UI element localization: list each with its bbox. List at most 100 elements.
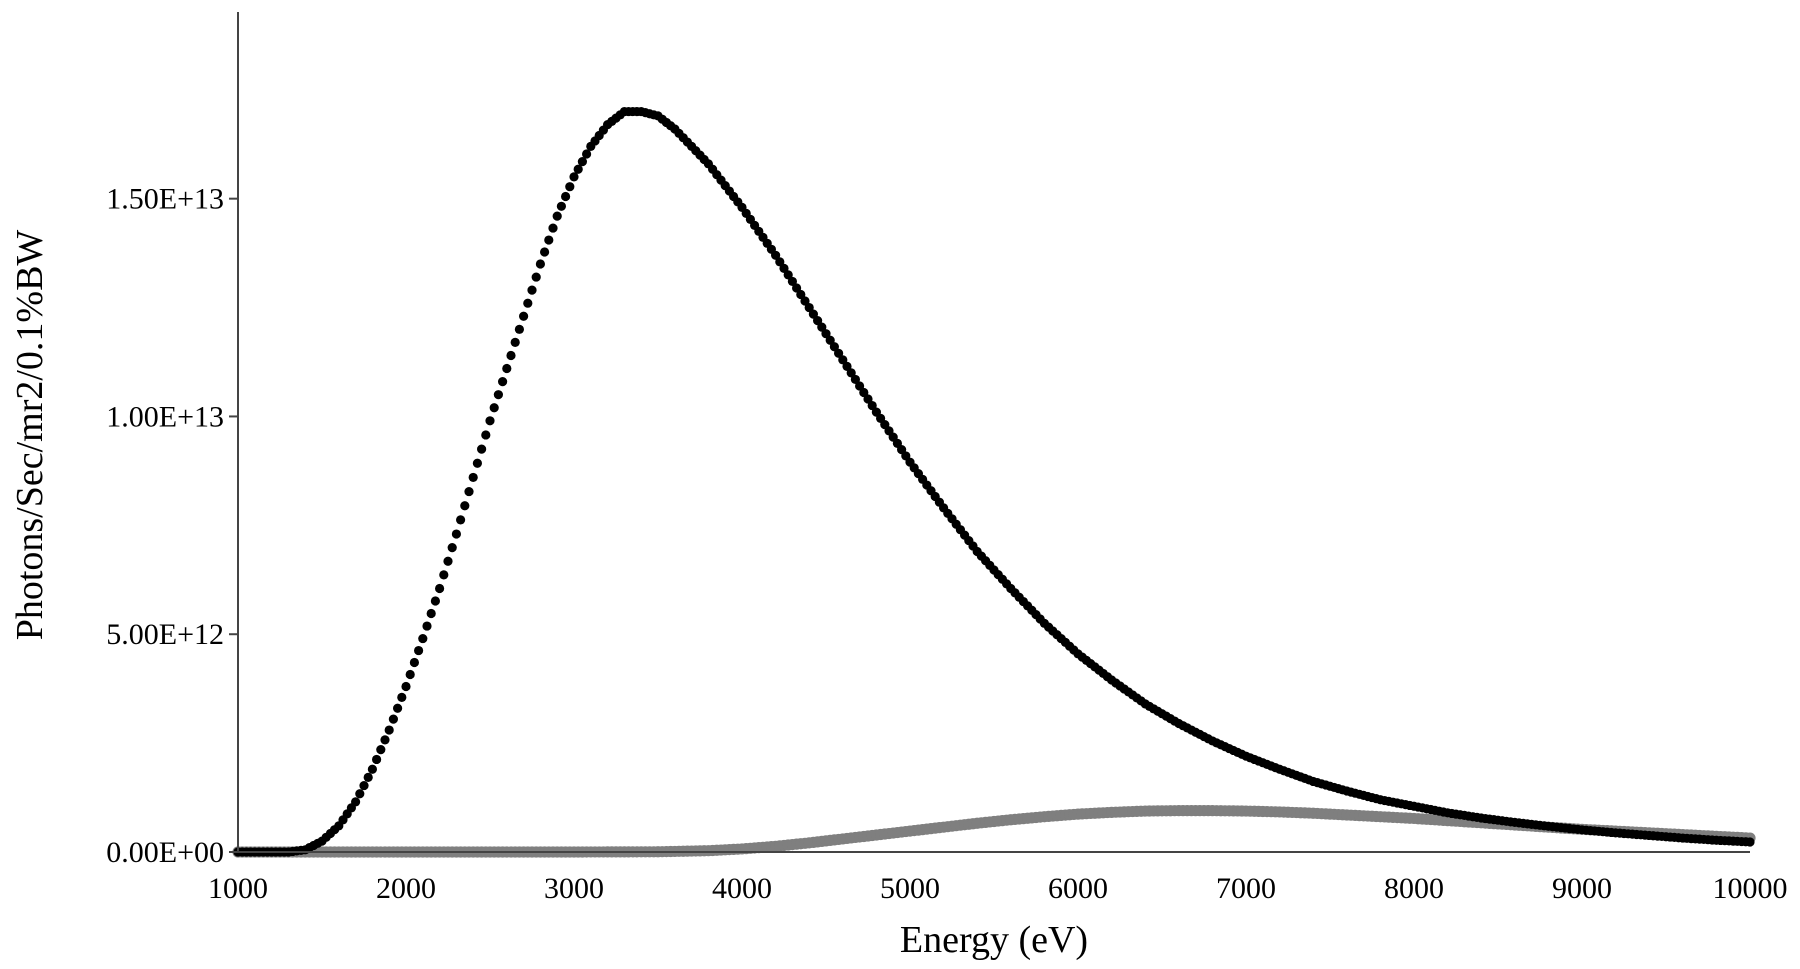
series-1-point <box>451 529 461 539</box>
y-tick-label: 0.00E+00 <box>106 836 224 869</box>
series-1-point <box>825 335 835 345</box>
y-tick-label: 5.00E+12 <box>106 618 224 651</box>
series-1-point <box>414 645 424 656</box>
x-tick-label: 9000 <box>1552 872 1612 905</box>
series-1-point <box>834 348 844 358</box>
series-1-point <box>506 350 516 361</box>
series-1-point <box>771 250 781 260</box>
series-1-point <box>842 361 852 371</box>
series-1-point <box>355 789 365 799</box>
series-1-point <box>863 394 873 404</box>
series-1-point <box>477 444 487 454</box>
series-1-point <box>552 211 562 221</box>
series-layer <box>232 106 1756 858</box>
series-1-point <box>813 316 823 326</box>
series-1-point <box>498 377 508 387</box>
x-axis-title: Energy (eV) <box>900 919 1088 961</box>
series-1-point <box>817 322 827 332</box>
series-1-point <box>510 337 520 347</box>
series-1-point <box>367 764 377 774</box>
series-1-point <box>489 403 499 413</box>
series-1-point <box>388 714 398 724</box>
series-1-point <box>565 182 575 192</box>
x-tick-label: 3000 <box>544 872 604 905</box>
series-1-point <box>544 235 554 245</box>
series-1-point <box>426 608 436 619</box>
series-1-point <box>430 596 440 606</box>
series-1-point <box>796 289 806 300</box>
x-tick-label: 6000 <box>1048 872 1108 905</box>
series-1-point <box>519 311 529 321</box>
series-1-point <box>850 374 861 385</box>
series-1-point <box>859 387 869 398</box>
series-1-point <box>418 633 428 644</box>
series-1-point <box>808 309 819 319</box>
series-1-point <box>577 157 588 167</box>
x-tick-label: 7000 <box>1216 872 1276 905</box>
series-1-point <box>447 543 457 553</box>
series-1-point <box>443 556 453 566</box>
series-1-point <box>783 270 793 280</box>
x-tick-label: 8000 <box>1384 872 1444 905</box>
series-1-point <box>464 486 474 497</box>
series-1-point <box>359 780 369 791</box>
series-1-point <box>523 298 533 308</box>
series-1-point <box>460 501 470 511</box>
series-1-point <box>573 164 583 174</box>
series-1-point <box>372 754 382 765</box>
series-1-point <box>422 621 432 631</box>
series-1-point <box>829 342 840 352</box>
series-1-point <box>855 381 865 391</box>
series-1-point <box>838 355 848 365</box>
series-1-point <box>787 276 798 287</box>
series-1-point <box>582 149 592 159</box>
x-tick-label: 5000 <box>880 872 940 905</box>
series-1-point <box>397 692 407 702</box>
series-1-point <box>376 745 386 755</box>
series-1-point <box>393 703 403 713</box>
series-1-point <box>363 772 373 783</box>
series-1-point <box>561 191 571 202</box>
ticks-layer: 1000 2000 3000 4000 5000 6000 7000 8000 9000 1000… <box>106 183 1787 905</box>
series-1-point <box>535 259 546 269</box>
series-1-point <box>804 302 814 313</box>
series-1-point <box>351 797 361 807</box>
series-1-point <box>481 430 491 440</box>
series-1-point <box>531 272 541 282</box>
series-1-point <box>821 329 831 339</box>
series-1-point <box>779 263 789 273</box>
series-1-point <box>401 681 411 692</box>
series-1-point <box>472 458 482 468</box>
series-1-point <box>514 324 525 334</box>
series-1-point <box>775 257 785 267</box>
series-1-point <box>1745 837 1755 847</box>
series-1-point <box>867 400 877 411</box>
series-1-point <box>485 416 495 426</box>
series-1-point <box>439 570 449 580</box>
series-1-point <box>792 283 802 293</box>
series-1-point <box>409 657 419 668</box>
y-axis-title: Photons/Sec/mr2/0.1%BW <box>9 230 51 641</box>
series-1-point <box>527 285 537 295</box>
series-1-point <box>569 172 579 182</box>
x-tick-label: 4000 <box>712 872 772 905</box>
series-1-point <box>493 390 503 400</box>
series-1-point <box>380 735 390 745</box>
x-tick-label: 1000 <box>208 872 268 905</box>
series-1-point <box>468 472 478 483</box>
x-tick-label: 10000 <box>1713 872 1788 905</box>
series-1-point <box>846 368 856 378</box>
y-tick-label: 1.50E+13 <box>106 183 224 216</box>
series-1-point <box>556 201 567 211</box>
series-1-point <box>800 296 810 306</box>
y-tick-label: 1.00E+13 <box>106 400 224 433</box>
series-1-point <box>548 223 558 233</box>
series-1-point <box>384 725 394 735</box>
series-1-point <box>405 669 415 680</box>
series-1-point <box>502 363 512 374</box>
x-tick-label: 2000 <box>376 872 436 905</box>
series-1-point <box>435 583 445 594</box>
series-1-point <box>456 515 466 525</box>
series-1-point <box>540 247 550 257</box>
